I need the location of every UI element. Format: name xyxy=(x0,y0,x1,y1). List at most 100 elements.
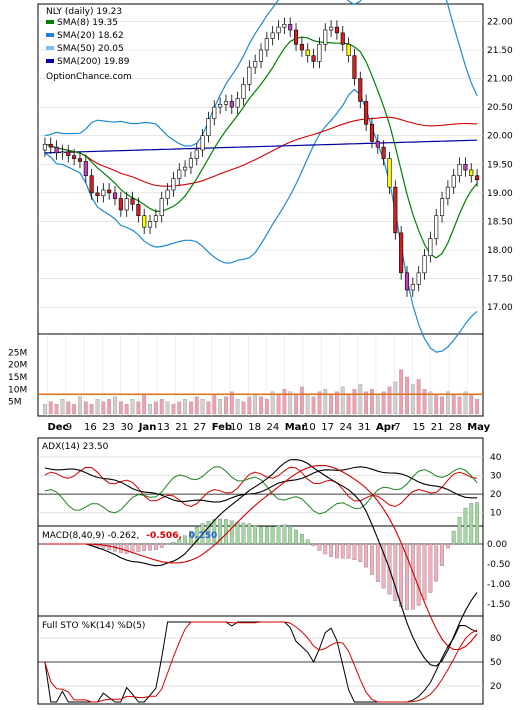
volume-bar xyxy=(49,402,53,414)
macd-histogram-bar xyxy=(446,544,450,548)
candle-body xyxy=(248,67,252,84)
candle-body xyxy=(294,30,298,44)
candle-body xyxy=(90,176,94,193)
x-tick-label: 10 xyxy=(230,422,243,433)
candle-body xyxy=(96,193,100,196)
volume-bar xyxy=(399,370,403,414)
candle-body xyxy=(464,164,468,170)
macd-y-tick: 0.00 xyxy=(487,540,507,550)
candle-body xyxy=(224,101,228,104)
macd-histogram-bar xyxy=(359,544,363,562)
macd-histogram-bar xyxy=(434,544,438,581)
x-tick-label: Apr xyxy=(376,422,396,433)
candle-body xyxy=(67,152,71,156)
candle-body xyxy=(300,44,304,50)
candle-body xyxy=(271,33,275,39)
candle-body xyxy=(265,39,269,50)
macd-histogram-bar xyxy=(236,522,240,544)
volume-bar xyxy=(137,402,141,414)
candle-body xyxy=(306,50,310,56)
x-tick-label: 21 xyxy=(175,422,188,433)
candle-body xyxy=(107,190,111,193)
volume-bar xyxy=(469,394,473,414)
volume-bar xyxy=(464,392,468,414)
macd-label-prefix: MACD(8,40,9) -0.262, xyxy=(42,531,139,541)
x-tick-label: 7 xyxy=(394,422,400,433)
volume-bar xyxy=(359,384,363,414)
volume-bar xyxy=(388,387,392,414)
macd-histogram-bar xyxy=(137,544,141,552)
macd-histogram-bar xyxy=(353,544,357,560)
candle-body xyxy=(154,216,158,222)
volume-bar xyxy=(248,397,252,414)
macd-histogram-bar xyxy=(142,544,146,551)
volume-bar xyxy=(277,394,281,414)
macd-histogram-bar xyxy=(335,544,339,558)
ticker-label: NLY (daily) 19.23 xyxy=(46,7,122,17)
macd-histogram-bar xyxy=(259,527,263,544)
macd-histogram-bar xyxy=(125,544,129,554)
volume-bar xyxy=(446,392,450,414)
volume-bar xyxy=(195,397,199,414)
volume-bar xyxy=(43,404,47,414)
candle-body xyxy=(113,193,117,199)
volume-bar xyxy=(341,387,345,414)
macd-histogram-bar xyxy=(300,534,304,544)
macd-histogram-bar xyxy=(253,525,257,544)
candle-body xyxy=(434,216,438,239)
volume-bar xyxy=(434,394,438,414)
volume-bar xyxy=(347,394,351,414)
x-tick-label: 9 xyxy=(66,422,72,433)
legend-sma50: SMA(50) 20.05 xyxy=(57,44,124,54)
candle-body xyxy=(341,33,345,44)
x-tick-label: 28 xyxy=(449,422,462,433)
volume-bar xyxy=(84,402,88,414)
macd-histogram-bar xyxy=(347,544,351,558)
volume-bar xyxy=(265,399,269,414)
adx-y-tick: 10 xyxy=(490,509,502,519)
candle-body xyxy=(423,256,427,273)
volume-y-tick: 15M xyxy=(8,373,27,383)
candle-body xyxy=(148,221,152,227)
volume-bar xyxy=(166,402,170,414)
candle-body xyxy=(394,187,398,233)
macd-histogram-bar xyxy=(306,540,310,544)
volume-bar xyxy=(55,404,59,414)
volume-bar xyxy=(148,404,152,414)
volume-bar xyxy=(218,399,222,414)
volume-bar xyxy=(329,394,333,414)
volume-y-tick: 10M xyxy=(8,385,27,395)
macd-y-tick: -0.50 xyxy=(487,560,511,570)
candle-body xyxy=(312,56,316,62)
macd-histogram-bar xyxy=(440,544,444,566)
volume-bar xyxy=(102,402,106,414)
volume-bar xyxy=(259,397,263,414)
candle-body xyxy=(417,273,421,284)
x-tick-label: 13 xyxy=(157,422,170,433)
volume-bar xyxy=(300,387,304,414)
macd-histogram-bar xyxy=(154,544,158,550)
price-y-tick: 19.50 xyxy=(487,160,513,170)
volume-bar xyxy=(283,389,287,414)
candle-body xyxy=(475,176,479,180)
macd-histogram-bar xyxy=(230,521,234,544)
volume-bar xyxy=(458,397,462,414)
legend-swatch-sma200 xyxy=(46,59,54,63)
macd-histogram-bar xyxy=(370,544,374,575)
volume-bar xyxy=(376,394,380,414)
macd-histogram-bar xyxy=(318,544,322,551)
candle-body xyxy=(183,167,187,170)
candle-body xyxy=(323,30,327,44)
volume-bar xyxy=(394,382,398,414)
volume-bar xyxy=(370,389,374,414)
volume-bar xyxy=(236,399,240,414)
volume-y-tick: 20M xyxy=(8,361,27,371)
volume-bar xyxy=(213,394,217,414)
candle-body xyxy=(195,150,199,159)
macd-histogram-bar xyxy=(458,517,462,544)
macd-histogram-bar xyxy=(148,544,152,550)
x-tick-label: 10 xyxy=(303,422,316,433)
candle-body xyxy=(172,179,176,190)
x-tick-label: Jan xyxy=(138,422,157,433)
macd-histogram-bar xyxy=(329,544,333,557)
